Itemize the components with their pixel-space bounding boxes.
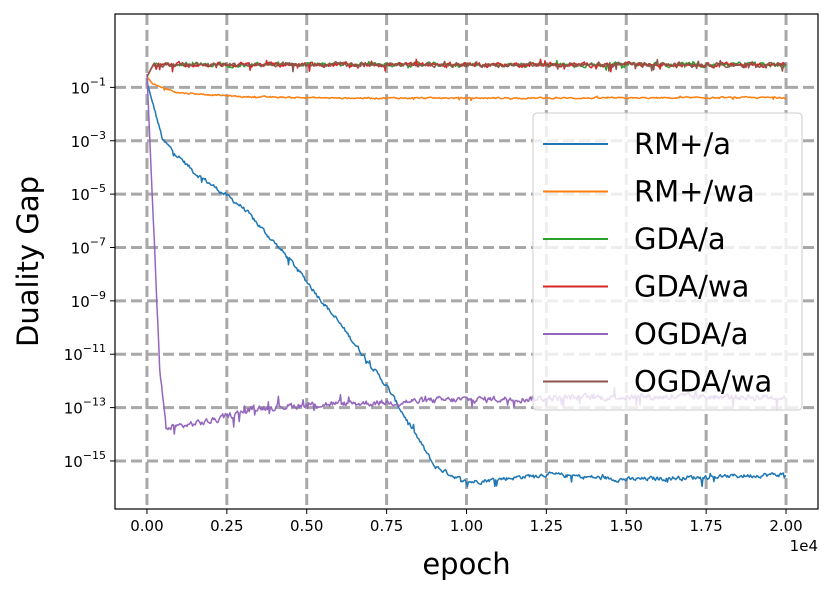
x-tick-label: 0.50: [290, 517, 323, 535]
series-line-rm-a: [146, 81, 787, 488]
x-tick-label: 2.00: [769, 517, 802, 535]
y-tick-label: 10−11: [64, 342, 106, 364]
series-line-ogda-wa: [146, 58, 787, 78]
x-tick-label: 0.75: [370, 517, 403, 535]
y-axis-title: Duality Gap: [11, 176, 45, 347]
legend-label: RM+/a: [634, 127, 731, 161]
y-tick-label: 10−1: [71, 75, 106, 97]
x-tick-label: 0.00: [130, 517, 163, 535]
ticks: 0.00 0.25 0.50 0.75 1.00 1.25 1.50 1.75 2.00 10−1…: [64, 75, 803, 535]
y-tick-label: 10−7: [71, 235, 106, 257]
legend-label: GDA/a: [634, 222, 726, 256]
x-tick-label: 0.25: [210, 517, 243, 535]
y-tick-label: 10−3: [71, 129, 106, 151]
legend-label: GDA/wa: [634, 270, 749, 304]
y-tick-label: 10−5: [71, 182, 106, 204]
legend-box: [532, 112, 803, 411]
x-tick-label: 1.50: [610, 517, 643, 535]
x-tick-label: 1.25: [530, 517, 563, 535]
y-tick-label: 10−9: [71, 289, 106, 311]
x-scale-label: 1e4: [790, 537, 818, 555]
legend: RM+/a RM+/wa GDA/a GDA/wa OGDA/a OGDA/wa: [532, 112, 803, 411]
x-tick-label: 1.75: [689, 517, 722, 535]
x-tick-label: 1.00: [450, 517, 483, 535]
legend-label: OGDA/a: [634, 317, 749, 351]
legend-label: RM+/wa: [634, 175, 755, 209]
legend-label: OGDA/wa: [634, 365, 772, 399]
series-line-rm-wa: [146, 76, 787, 102]
x-axis-title: epoch: [422, 547, 510, 581]
y-tick-label: 10−15: [64, 449, 106, 471]
y-tick-label: 10−13: [64, 396, 106, 418]
